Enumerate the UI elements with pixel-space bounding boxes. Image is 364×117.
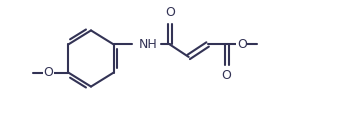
Text: NH: NH [138, 38, 157, 51]
Text: O: O [165, 7, 175, 20]
Text: O: O [237, 38, 247, 51]
Text: O: O [43, 66, 53, 79]
Text: O: O [222, 69, 232, 82]
